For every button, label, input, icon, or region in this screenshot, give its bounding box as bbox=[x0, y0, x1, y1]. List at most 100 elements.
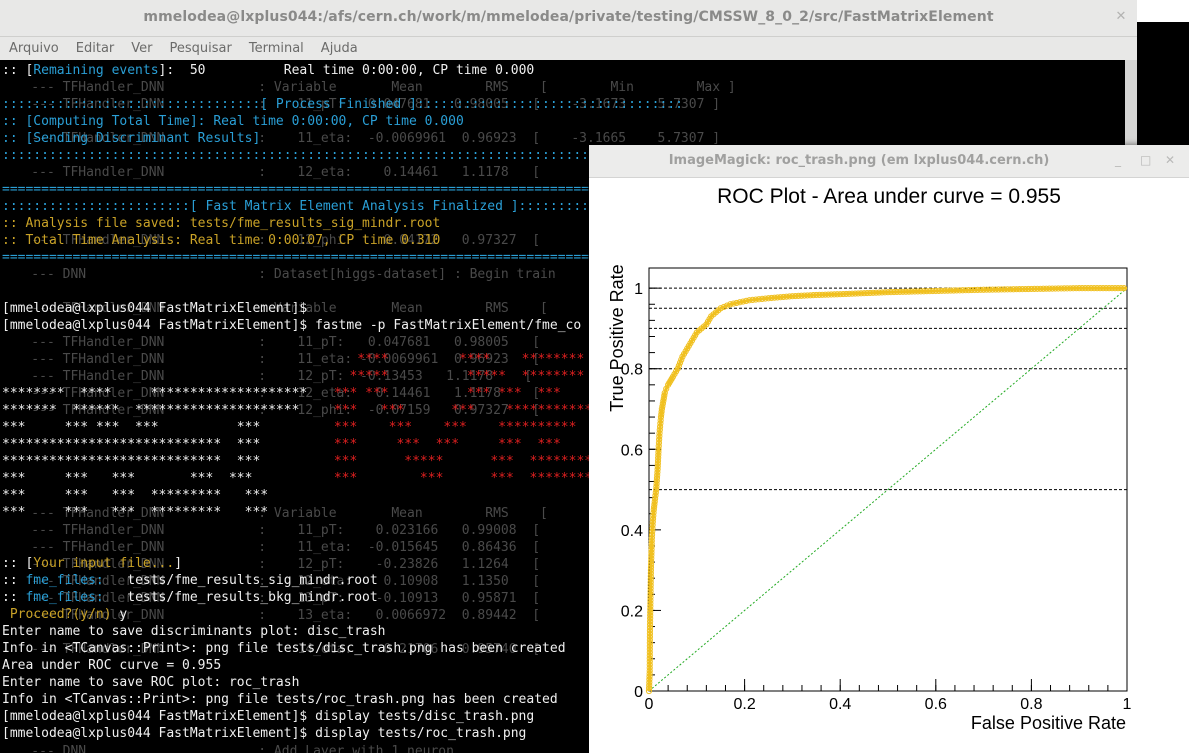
roc-marker bbox=[647, 573, 654, 580]
minimize-icon[interactable]: _ bbox=[1115, 153, 1121, 167]
roc-marker bbox=[1016, 286, 1023, 293]
roc-marker bbox=[1049, 285, 1056, 292]
banner-white-row: ******* ****** ********************* bbox=[2, 403, 300, 418]
roc-marker bbox=[920, 288, 927, 295]
roc-marker bbox=[646, 646, 653, 653]
roc-marker bbox=[852, 290, 859, 297]
menu-terminal[interactable]: Terminal bbox=[248, 41, 304, 56]
roc-marker bbox=[908, 288, 915, 295]
roc-marker bbox=[648, 546, 655, 553]
roc-chart: 00 0.2 0.2 0.4 0.4 0.6 0.6 0.8 0.8 1 1 False Posit… bbox=[607, 264, 1132, 733]
roc-marker bbox=[647, 588, 654, 595]
menu-ver[interactable]: Ver bbox=[131, 41, 153, 56]
info-disc-line: Info in <TCanvas::Print>: png file tests… bbox=[2, 641, 566, 656]
banner-red-row: **** **** ******** bbox=[326, 352, 585, 367]
roc-marker bbox=[655, 446, 662, 453]
roc-marker bbox=[1079, 285, 1086, 292]
roc-marker bbox=[956, 287, 963, 294]
y-tick-label: 0.6 bbox=[621, 442, 643, 459]
roc-marker bbox=[1004, 286, 1011, 293]
roc-marker bbox=[647, 570, 654, 577]
roc-marker bbox=[765, 295, 772, 302]
roc-marker bbox=[1043, 285, 1050, 292]
remaining-events-line: :: [Remaining events]: 50 Real time 0:00… bbox=[2, 63, 535, 78]
roc-marker bbox=[1031, 285, 1038, 292]
roc-marker bbox=[1058, 285, 1065, 292]
roc-marker bbox=[650, 509, 657, 516]
total-time-line: :: Total Time Analysis: Real time 0:00:0… bbox=[2, 233, 441, 248]
roc-marker bbox=[1061, 285, 1068, 292]
roc-marker bbox=[652, 492, 659, 499]
roc-marker bbox=[762, 295, 769, 302]
menu-ajuda[interactable]: Ajuda bbox=[320, 41, 358, 56]
roc-marker bbox=[863, 289, 871, 297]
roc-marker bbox=[998, 286, 1005, 293]
roc-marker bbox=[804, 292, 811, 299]
maximize-icon[interactable]: □ bbox=[1140, 153, 1152, 167]
y-tick-label: 0.2 bbox=[621, 603, 643, 620]
roc-marker bbox=[654, 466, 661, 473]
roc-marker bbox=[648, 543, 655, 550]
roc-marker bbox=[736, 299, 743, 306]
ghost-line: --- TFHandler_DNN : 13_eta: 0.0066972 0.… bbox=[0, 608, 541, 623]
ghost-line: --- TFHandler_DNN : 12_phi: -0.07159 0.9… bbox=[0, 403, 541, 418]
roc-marker bbox=[649, 521, 656, 529]
roc-marker bbox=[654, 463, 661, 470]
roc-marker bbox=[648, 555, 655, 562]
roc-marker bbox=[647, 576, 654, 583]
roc-marker bbox=[926, 288, 933, 295]
roc-marker bbox=[755, 296, 763, 303]
roc-marker bbox=[647, 585, 654, 592]
menu-editar[interactable]: Editar bbox=[75, 41, 115, 56]
roc-marker bbox=[1013, 286, 1020, 293]
sending-results-line: :: [Sending Discriminant Results] bbox=[2, 131, 261, 146]
ghost-line: --- TFHandler_DNN : Variable Mean RMS [ … bbox=[0, 80, 736, 95]
ghost-line: --- TFHandler_DNN : 11_eta: -0.0069961 0… bbox=[0, 352, 541, 367]
roc-marker bbox=[646, 655, 653, 662]
roc-marker bbox=[646, 636, 654, 643]
roc-marker bbox=[834, 291, 841, 298]
roc-marker bbox=[798, 292, 805, 299]
roc-marker bbox=[749, 296, 756, 303]
banner-red-row: ***** ***** ******** bbox=[326, 369, 585, 384]
close-icon[interactable]: ✕ bbox=[1165, 153, 1176, 167]
roc-marker bbox=[648, 531, 656, 538]
ghost-line: --- TFHandler_DNN : 11_pT: 0.023166 0.99… bbox=[0, 523, 541, 538]
roc-marker bbox=[1082, 285, 1089, 292]
roc-marker bbox=[648, 534, 655, 542]
roc-marker bbox=[929, 287, 936, 295]
roc-marker bbox=[902, 288, 910, 295]
roc-marker bbox=[890, 288, 898, 296]
menu-pesquisar[interactable]: Pesquisar bbox=[169, 41, 232, 56]
roc-marker bbox=[968, 286, 975, 294]
roc-marker bbox=[657, 420, 664, 427]
roc-marker bbox=[795, 292, 802, 299]
roc-marker bbox=[869, 289, 877, 296]
roc-marker bbox=[917, 288, 924, 295]
roc-marker bbox=[646, 673, 653, 680]
close-icon[interactable]: ✕ bbox=[1115, 9, 1127, 24]
roc-marker bbox=[647, 603, 654, 610]
roc-marker bbox=[828, 291, 835, 298]
roc-marker bbox=[950, 287, 957, 294]
roc-marker bbox=[992, 286, 999, 293]
roc-marker bbox=[675, 362, 682, 369]
roc-marker bbox=[959, 287, 966, 294]
roc-marker bbox=[1001, 286, 1008, 293]
roc-marker bbox=[647, 594, 654, 601]
roc-marker bbox=[861, 290, 868, 297]
roc-marker bbox=[647, 567, 655, 574]
ghost-line: --- TFHandler_DNN : Variable Mean RMS [ bbox=[0, 506, 548, 521]
roc-marker bbox=[783, 293, 790, 300]
roc-marker bbox=[646, 630, 654, 637]
separator-line: ::::::::::::::::::::::::::::::::::::::::… bbox=[2, 148, 699, 163]
enter-roc-line: Enter name to save ROC plot: roc_trash bbox=[2, 675, 300, 690]
roc-marker bbox=[1088, 285, 1095, 292]
roc-marker bbox=[893, 288, 901, 296]
roc-marker bbox=[944, 287, 951, 294]
menu-arquivo[interactable]: Arquivo bbox=[9, 41, 59, 56]
roc-marker bbox=[647, 591, 654, 598]
roc-marker bbox=[786, 293, 793, 300]
roc-marker bbox=[646, 682, 653, 689]
roc-marker bbox=[822, 291, 829, 298]
